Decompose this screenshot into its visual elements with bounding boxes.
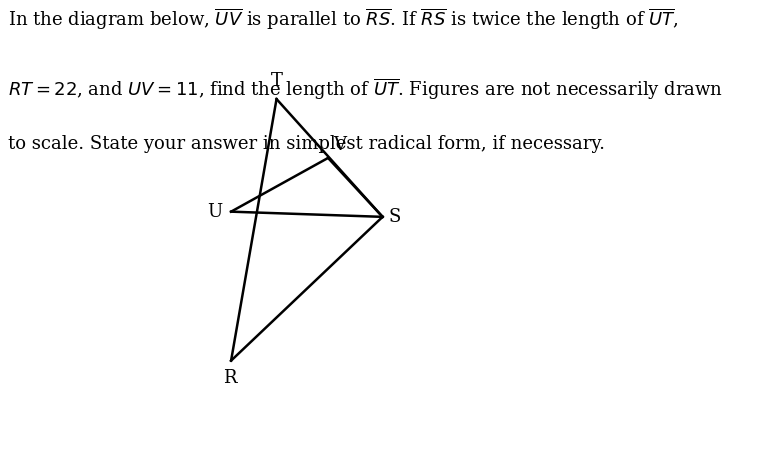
Text: T: T bbox=[271, 72, 282, 90]
Text: $RT = 22$, and $UV = 11$, find the length of $\overline{UT}$. Figures are not ne: $RT = 22$, and $UV = 11$, find the lengt… bbox=[8, 76, 723, 102]
Text: U: U bbox=[206, 202, 222, 220]
Text: to scale. State your answer in simplest radical form, if necessary.: to scale. State your answer in simplest … bbox=[8, 135, 604, 153]
Text: S: S bbox=[389, 208, 401, 226]
Text: R: R bbox=[223, 369, 237, 387]
Text: In the diagram below, $\overline{UV}$ is parallel to $\overline{RS}$. If $\overl: In the diagram below, $\overline{UV}$ is… bbox=[8, 7, 679, 32]
Text: V: V bbox=[333, 136, 346, 154]
